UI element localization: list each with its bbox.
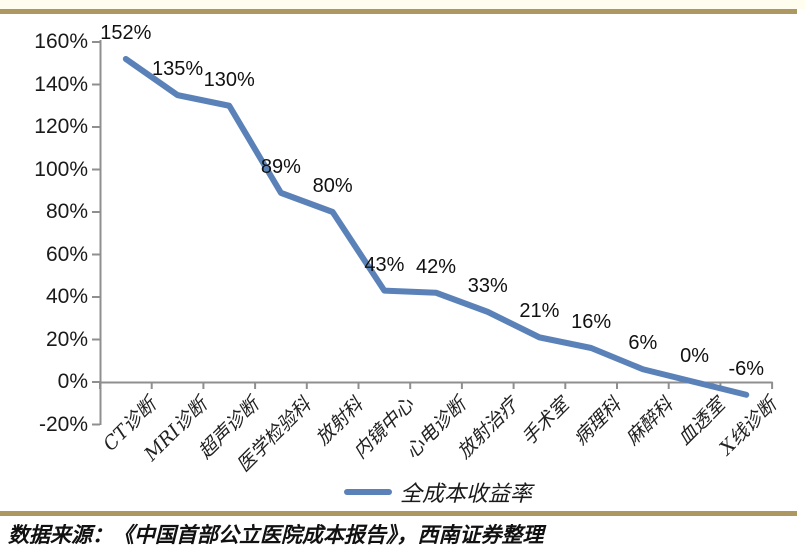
- data-point-label: 6%: [628, 332, 658, 355]
- data-point-label: 16%: [571, 311, 612, 333]
- y-tick-label: 80%: [45, 200, 88, 223]
- y-tick-label: 0%: [57, 370, 88, 393]
- series-line: [122, 56, 750, 398]
- data-point-label: 89%: [260, 155, 301, 178]
- y-tick-label: 160%: [34, 30, 88, 53]
- data-point-label: 135%: [151, 58, 204, 81]
- legend-line-marker: [344, 489, 392, 495]
- top-cream-strip: [0, 0, 805, 9]
- y-tick-label: -20%: [38, 412, 88, 436]
- y-tick-label: 60%: [45, 242, 88, 266]
- y-tick-label: 140%: [34, 72, 88, 96]
- data-point-label: 42%: [416, 255, 457, 278]
- y-tick-label: 120%: [34, 115, 88, 138]
- data-point-label: 0%: [680, 345, 709, 367]
- data-point-label: 33%: [467, 274, 508, 297]
- bottom-gold-divider: [0, 511, 797, 516]
- data-point-label: 21%: [519, 300, 560, 323]
- legend-label: 全成本收益率: [400, 482, 533, 507]
- top-gold-divider: [0, 9, 797, 14]
- data-point-label: 152%: [100, 22, 152, 44]
- y-tick-label: 40%: [45, 285, 88, 308]
- data-source-note: 数据来源：《中国首部公立医院成本报告》，西南证券整理: [8, 522, 544, 547]
- data-point-label: 43%: [364, 253, 405, 276]
- legend: 全成本收益率: [344, 480, 532, 507]
- data-point-label: 130%: [203, 68, 255, 91]
- y-tick-label: 20%: [45, 327, 88, 351]
- data-point-label: -6%: [728, 357, 765, 380]
- data-point-label: 80%: [312, 175, 353, 197]
- y-tick-label: 100%: [34, 157, 88, 181]
